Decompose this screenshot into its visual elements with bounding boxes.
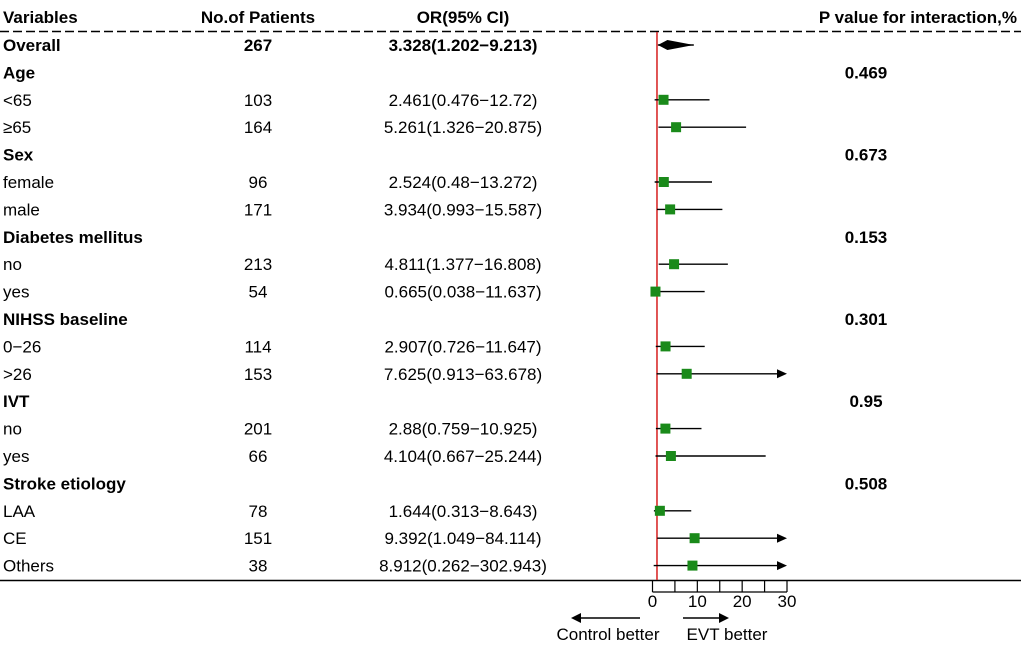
- ci-arrow-head: [777, 561, 787, 571]
- or-ci-text: 1.644(0.313−8.643): [389, 502, 538, 521]
- subgroup-heading: NIHSS baseline: [3, 310, 128, 329]
- overall-diamond: [657, 40, 694, 50]
- subgroup-label: >26: [3, 365, 32, 384]
- control-better-arrowhead: [571, 613, 581, 623]
- subgroup-heading: Overall: [3, 36, 61, 55]
- subgroup-label: no: [3, 255, 22, 274]
- or-ci-text: 2.88(0.759−10.925): [389, 420, 538, 439]
- point-estimate: [665, 204, 676, 215]
- subgroup-label: <65: [3, 91, 32, 110]
- p-interaction-value: 0.153: [845, 228, 888, 247]
- or-ci-text: 5.261(1.326−20.875): [384, 118, 542, 137]
- header-variables: Variables: [3, 8, 78, 27]
- point-estimate: [654, 505, 665, 516]
- patient-count: 201: [244, 420, 272, 439]
- patient-count: 103: [244, 91, 272, 110]
- point-estimate: [669, 259, 680, 270]
- subgroup-label: yes: [3, 447, 29, 466]
- patient-count: 78: [249, 502, 268, 521]
- subgroup-heading: Stroke etiology: [3, 474, 126, 493]
- control-better-label: Control better: [557, 625, 660, 644]
- or-ci-text: 3.934(0.993−15.587): [384, 200, 542, 219]
- subgroup-heading: IVT: [3, 392, 30, 411]
- patient-count: 164: [244, 118, 272, 137]
- evt-better-arrowhead: [719, 613, 729, 623]
- x-tick-label: 0: [648, 592, 657, 611]
- or-ci-text: 4.104(0.667−25.244): [384, 447, 542, 466]
- point-estimate: [650, 286, 661, 297]
- header-p-value: P value for interaction,%: [819, 8, 1017, 27]
- point-estimate: [665, 451, 676, 461]
- patient-count: 151: [244, 529, 272, 548]
- or-ci-text: 7.625(0.913−63.678): [384, 365, 542, 384]
- p-interaction-value: 0.301: [845, 310, 888, 329]
- patient-count: 54: [249, 283, 268, 302]
- or-ci-text: 2.907(0.726−11.647): [384, 337, 541, 356]
- or-ci-text: 9.392(1.049−84.114): [384, 529, 541, 548]
- or-ci-text: 4.811(1.377−16.808): [384, 255, 541, 274]
- subgroup-label: male: [3, 200, 40, 219]
- or-ci-text: 2.524(0.48−13.272): [389, 173, 538, 192]
- x-tick-label: 30: [778, 592, 797, 611]
- p-interaction-value: 0.508: [845, 474, 888, 493]
- patient-count: 153: [244, 365, 272, 384]
- subgroup-label: ≥65: [3, 118, 31, 137]
- subgroup-label: 0−26: [3, 337, 41, 356]
- x-tick-label: 10: [688, 592, 707, 611]
- point-estimate: [671, 122, 682, 133]
- or-ci-text: 8.912(0.262−302.943): [379, 557, 547, 576]
- p-interaction-value: 0.673: [845, 146, 888, 165]
- point-estimate: [681, 368, 692, 379]
- or-ci-text: 2.461(0.476−12.72): [389, 91, 538, 110]
- point-estimate: [660, 341, 671, 352]
- ci-arrow-head: [777, 533, 787, 543]
- point-estimate: [660, 423, 671, 434]
- subgroup-label: LAA: [3, 502, 36, 521]
- forest-marks: [650, 32, 787, 580]
- subgroup-label: Others: [3, 557, 54, 576]
- subgroup-label: CE: [3, 529, 27, 548]
- point-estimate: [687, 560, 698, 571]
- header-patients: No.of Patients: [201, 8, 315, 27]
- subgroup-label: yes: [3, 283, 29, 302]
- subgroup-heading: Age: [3, 63, 35, 82]
- patient-count: 96: [249, 173, 268, 192]
- subgroup-heading: Sex: [3, 146, 34, 165]
- patient-count: 171: [244, 200, 272, 219]
- patient-count: 267: [244, 36, 272, 55]
- or-ci-text: 3.328(1.202−9.213): [389, 36, 538, 55]
- point-estimate: [689, 533, 700, 544]
- p-interaction-value: 0.95: [849, 392, 882, 411]
- subgroup-heading: Diabetes mellitus: [3, 228, 143, 247]
- header-or-ci: OR(95% CI): [417, 8, 510, 27]
- point-estimate: [658, 94, 669, 105]
- point-estimate: [658, 177, 669, 187]
- patient-count: 114: [244, 337, 271, 356]
- subgroup-label: no: [3, 420, 22, 439]
- evt-better-label: EVT better: [687, 625, 768, 644]
- x-axis: 0 10 20 30: [648, 580, 797, 611]
- subgroup-label: female: [3, 173, 54, 192]
- table-rows: Overall 267 3.328(1.202−9.213) Age 0.469 <65 1…: [3, 36, 887, 576]
- x-tick-label: 20: [733, 592, 752, 611]
- patient-count: 66: [249, 447, 268, 466]
- patient-count: 38: [249, 557, 268, 576]
- patient-count: 213: [244, 255, 272, 274]
- p-interaction-value: 0.469: [845, 63, 888, 82]
- or-ci-text: 0.665(0.038−11.637): [384, 283, 541, 302]
- ci-arrow-head: [777, 369, 787, 379]
